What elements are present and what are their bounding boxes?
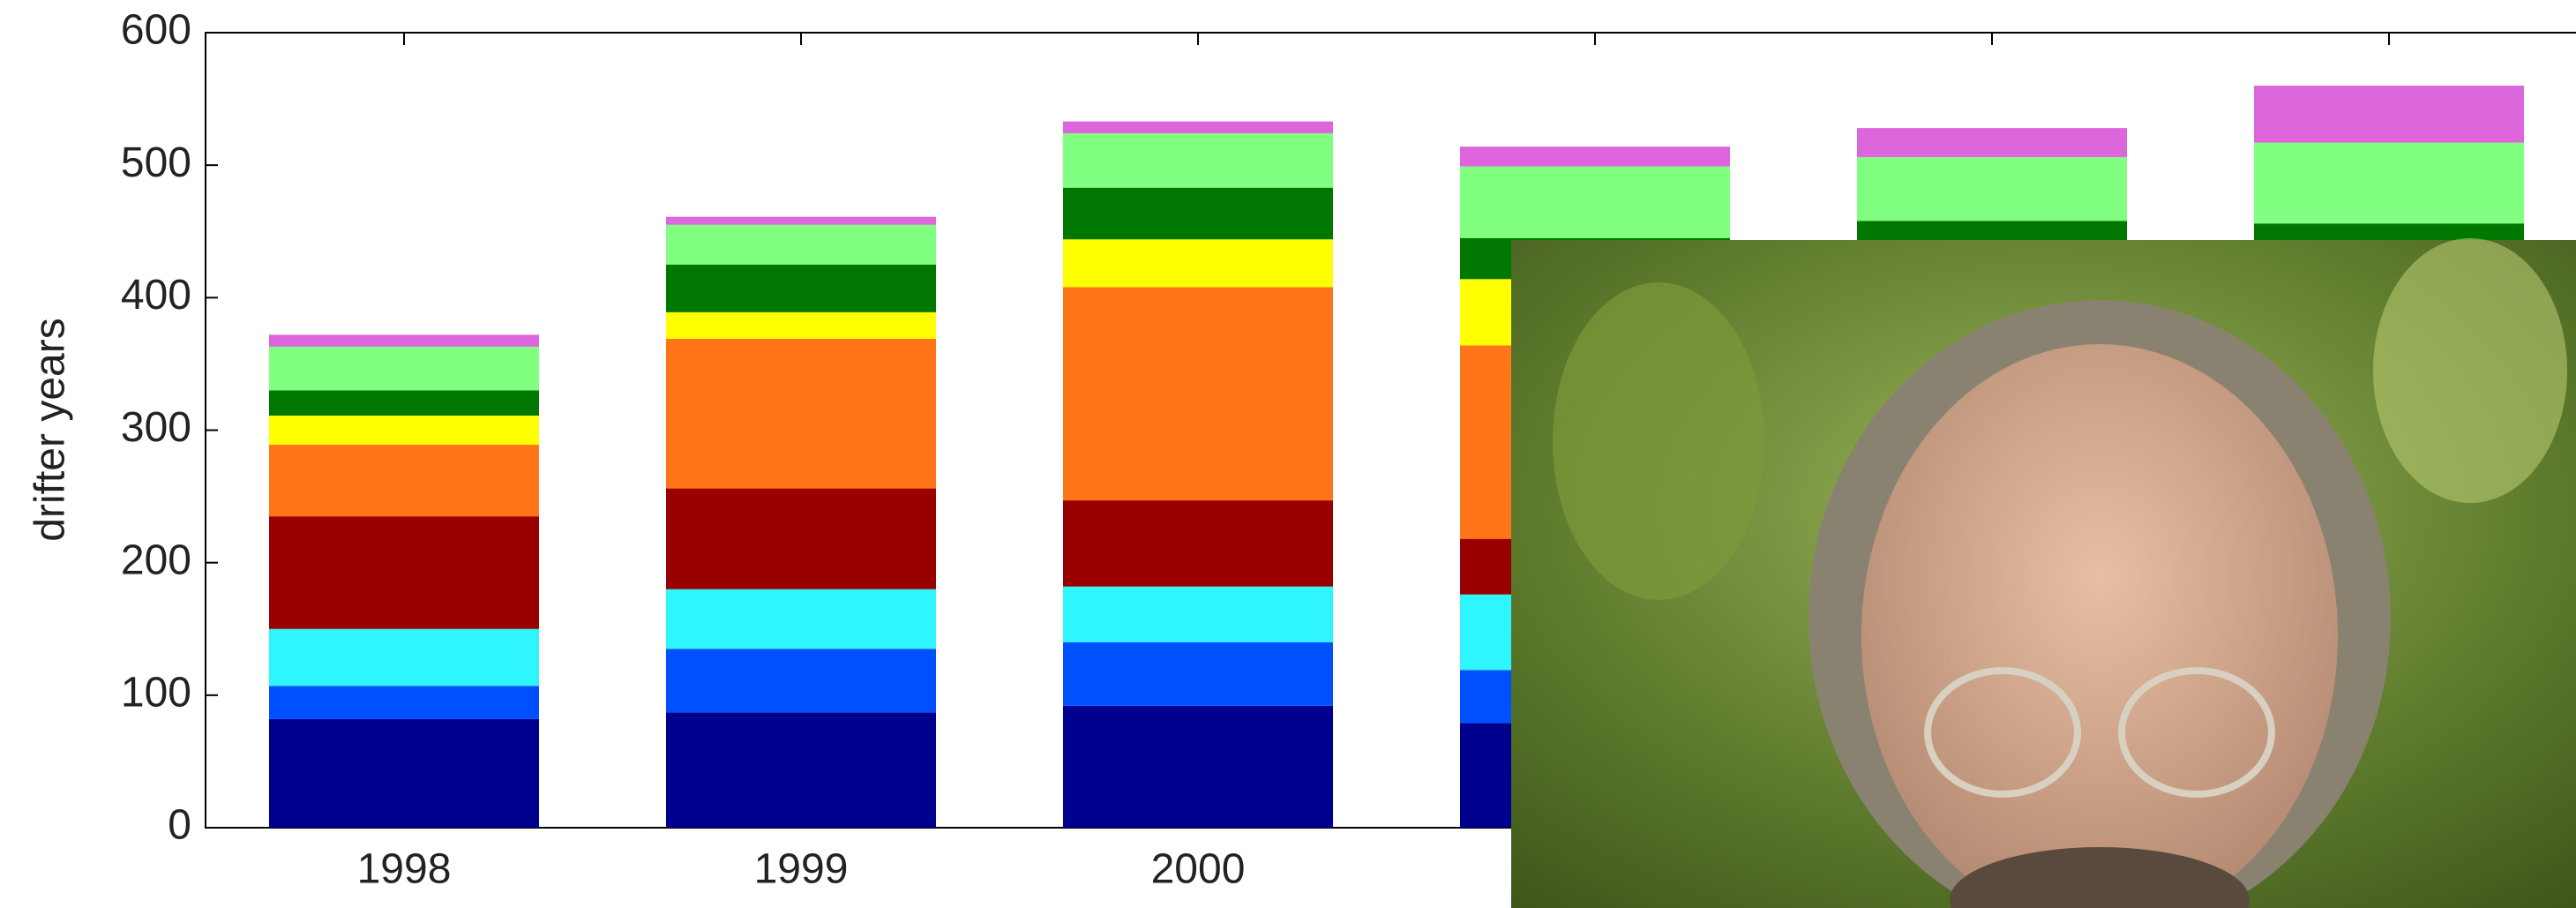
y-tick-label: 0 <box>168 802 191 849</box>
y-tick-label: 400 <box>121 272 191 319</box>
bar-segment <box>1063 133 1333 188</box>
bar-segment <box>269 686 539 719</box>
bar-segment <box>269 516 539 629</box>
y-tick-label: 100 <box>121 670 191 717</box>
bar-segment <box>269 416 539 445</box>
bar-segment <box>1063 239 1333 287</box>
x-tick-label: 2000 <box>1151 846 1246 893</box>
bar-segment <box>666 649 936 712</box>
bar-segment <box>666 489 936 589</box>
bar-segment <box>1460 167 1730 238</box>
bar-segment <box>1063 587 1333 642</box>
bar-segment <box>666 217 936 225</box>
bar-segment <box>269 629 539 687</box>
bar-segment <box>269 445 539 516</box>
y-axis-label: drifter years <box>27 318 74 541</box>
bar-segment <box>1063 188 1333 240</box>
bar-segment <box>666 339 936 489</box>
y-tick-label: 200 <box>121 537 191 583</box>
bar-segment <box>1460 146 1730 167</box>
photo-face <box>1861 344 2338 908</box>
photo-leaf <box>2373 238 2567 503</box>
bar-segment <box>1063 287 1333 500</box>
bar-segment <box>666 312 936 339</box>
bar-segment <box>666 265 936 312</box>
x-tick-label: 1999 <box>754 846 849 893</box>
bar-segment <box>666 225 936 265</box>
bar-segment <box>666 712 936 828</box>
x-tick-label: 1998 <box>357 846 452 893</box>
bar-segment <box>269 347 539 391</box>
bar-segment <box>1063 122 1333 134</box>
bar-segment <box>1063 500 1333 587</box>
bar-segment <box>2254 86 2524 143</box>
bar-segment <box>1063 706 1333 828</box>
y-tick-label: 600 <box>121 7 191 54</box>
photo <box>1511 238 2576 908</box>
y-tick-label: 500 <box>121 139 191 186</box>
y-tick-label: 300 <box>121 404 191 451</box>
bar-segment <box>1857 157 2127 221</box>
bar-segment <box>666 589 936 649</box>
chart: 0 100 200 300 400 500 600 1998 1999 2000 drifter … <box>0 0 2576 908</box>
bar-segment <box>269 390 539 416</box>
bar-segment <box>1063 642 1333 706</box>
bar-segment <box>269 719 539 828</box>
page: 0 100 200 300 400 500 600 1998 1999 2000 drifter … <box>0 0 2576 908</box>
photo-leaf <box>1553 282 1764 600</box>
bar-segment <box>1857 128 2127 157</box>
bar-segment <box>2254 143 2524 224</box>
bar-segment <box>269 334 539 347</box>
